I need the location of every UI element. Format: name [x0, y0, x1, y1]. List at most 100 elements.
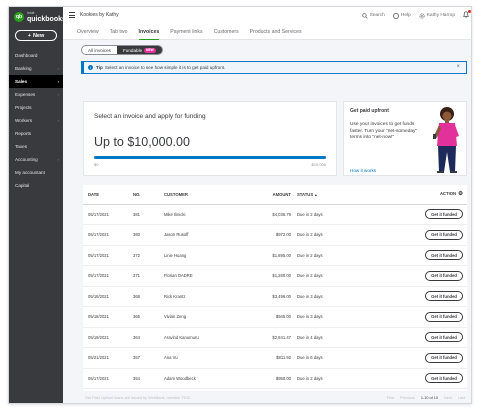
cell-no: 357: [133, 347, 164, 369]
new-badge: NEW: [144, 47, 156, 53]
notifications-button[interactable]: [462, 10, 471, 20]
help-icon: [392, 12, 399, 19]
sidebar-item-label: Reports: [15, 131, 32, 136]
all-invoices-chip[interactable]: All invoices: [82, 46, 117, 54]
cell-customer: Adam Woodbeck: [164, 368, 250, 389]
tab-invoices[interactable]: Invoices: [138, 24, 160, 40]
fundable-label: Fundable: [122, 47, 143, 53]
cell-status: Due in 6 days: [297, 347, 397, 369]
header-customer[interactable]: CUSTOMER: [164, 185, 250, 205]
search-button[interactable]: Search: [361, 12, 385, 19]
cell-action: Get it funded: [397, 204, 467, 225]
tab-tab-two[interactable]: Tab two: [109, 29, 128, 35]
sidebar-item-capital[interactable]: Capital: [9, 179, 63, 192]
new-button-label: New: [32, 32, 45, 39]
table-row[interactable]: 05/21/2021 357 Ana Vu $811.92 Due in 6 days G…: [83, 347, 467, 369]
get-it-funded-button[interactable]: Get it funded: [425, 311, 463, 322]
cell-no: 364: [133, 327, 164, 348]
close-icon[interactable]: ×: [456, 64, 460, 70]
get-it-funded-button[interactable]: Get it funded: [425, 291, 463, 302]
sidebar-item-label: Dashboard: [15, 53, 38, 58]
cell-customer: Jason Rusoff: [164, 224, 250, 246]
header-amount[interactable]: AMOUNT: [250, 185, 297, 205]
tab-overview[interactable]: Overview: [77, 29, 99, 35]
table-row[interactable]: 05/17/2021 372 Linie Huang $1,895.00 Due in …: [83, 245, 467, 266]
chevron-right-icon: ›: [57, 92, 59, 97]
upfront-text: Use your invoices to get funds faster. T…: [350, 122, 418, 140]
search-icon: [361, 12, 368, 19]
pager-first[interactable]: First: [386, 396, 395, 400]
cell-amount: $4,036.79: [250, 204, 297, 225]
hamburger-menu-icon[interactable]: [69, 12, 75, 18]
sidebar-item-projects[interactable]: Projects: [9, 101, 63, 114]
pager-previous[interactable]: Previous: [400, 396, 415, 400]
table-row[interactable]: 05/17/2021 380 Jason Rusoff $972.00 Due in 2…: [83, 224, 467, 246]
cell-action: Get it funded: [397, 245, 467, 266]
cell-no: 354: [133, 388, 164, 391]
new-button[interactable]: + New: [15, 30, 57, 41]
sidebar-item-reports[interactable]: Reports: [9, 127, 63, 140]
get-it-funded-button[interactable]: Get it funded: [425, 250, 463, 261]
cell-date: 05/17/2021: [83, 265, 133, 287]
how-it-works-link[interactable]: How it works: [350, 168, 377, 173]
table-row[interactable]: 05/17/2021 354 Adam Woodbeck $950.00 Due in …: [83, 368, 467, 389]
top-bar: Kookies by Kathy Search Help Kathy Harro…: [63, 7, 471, 24]
sidebar-item-workers[interactable]: Workers ›: [9, 114, 63, 127]
table-row[interactable]: 05/19/2021 364 Aravind Kanumuru $2,841.47 Du…: [83, 327, 467, 348]
sidebar-item-banking[interactable]: Banking ›: [9, 62, 63, 75]
upfront-title: Get paid upfront: [350, 108, 389, 114]
cell-action: Get it funded: [397, 388, 467, 391]
cell-customer: Aravind Kanumuru: [164, 327, 250, 348]
help-button[interactable]: Help: [392, 12, 411, 19]
header-date[interactable]: DATE: [83, 185, 133, 205]
table-row[interactable]: 05/18/2021 365 Vivian Zeng $945.00 Due in 3 …: [83, 306, 467, 328]
sidebar-item-accounting[interactable]: Accounting ›: [9, 153, 63, 166]
table-row[interactable]: 05/17/2021 371 Florian DADRE $1,260.00 Due i…: [83, 265, 467, 287]
cell-no: 365: [133, 306, 164, 328]
get-it-funded-button[interactable]: Get it funded: [425, 373, 463, 384]
pager-last[interactable]: Last: [457, 396, 465, 400]
sidebar-item-sales[interactable]: Sales ›: [9, 75, 63, 88]
get-it-funded-button[interactable]: Get it funded: [425, 332, 463, 343]
cell-no: 372: [133, 245, 164, 266]
chevron-right-icon: ›: [57, 66, 59, 71]
user-menu[interactable]: Kathy Harrop: [419, 12, 455, 19]
table-row[interactable]: 05/22/2021354Amanda Weber$1,052.55Due in…: [83, 388, 467, 391]
tab-customers[interactable]: Customers: [213, 29, 239, 35]
cell-customer: Linie Huang: [164, 245, 250, 266]
sidebar-item-dashboard[interactable]: Dashboard: [9, 49, 63, 62]
pager-next[interactable]: Next: [444, 396, 452, 400]
header-status[interactable]: STATUS▲: [297, 185, 397, 205]
table-row[interactable]: 05/18/2021 368 Rick Krantz $3,496.00 Due in …: [83, 286, 467, 307]
cell-date: 05/22/2021: [83, 388, 133, 391]
table-row[interactable]: 05/17/2021 381 Mike Ilinicki $4,036.79 Due i…: [83, 204, 467, 225]
sidebar-item-my-accountant[interactable]: My accountant: [9, 166, 63, 179]
sort-ascending-icon: ▲: [314, 192, 318, 197]
quickbooks-logo[interactable]: qb intuit quickbooks: [14, 11, 66, 23]
cell-no: 380: [133, 224, 164, 246]
get-it-funded-button[interactable]: Get it funded: [425, 270, 463, 281]
cell-customer: Ana Vu: [164, 347, 250, 369]
header-no[interactable]: NO.: [133, 185, 164, 205]
get-it-funded-button[interactable]: Get it funded: [425, 352, 463, 363]
table-settings-gear-icon[interactable]: ⚙: [458, 191, 463, 198]
sidebar-item-taxes[interactable]: Taxes: [9, 140, 63, 153]
company-name[interactable]: Kookies by Kathy: [80, 12, 119, 18]
funding-card: Select an invoice and apply for funding …: [83, 101, 337, 176]
sidebar-item-label: Taxes: [15, 144, 27, 149]
webbank-disclaimer: Get Paid Upfront loans are issued by Web…: [85, 396, 192, 400]
cell-no: 371: [133, 265, 164, 287]
tab-payment-links[interactable]: Payment links: [170, 29, 203, 35]
cell-status: Due in 7 days: [297, 388, 397, 391]
get-it-funded-button[interactable]: Get it funded: [425, 229, 463, 240]
quickbooks-logo-icon: qb: [14, 12, 24, 23]
get-it-funded-button[interactable]: Get it funded: [425, 209, 463, 220]
tab-products-and-services[interactable]: Products and Services: [249, 29, 302, 35]
header-action: ACTION ⚙: [397, 185, 467, 205]
cell-customer: Florian DADRE: [164, 265, 250, 287]
cell-customer: Amanda Weber: [164, 388, 250, 391]
cell-date: 05/18/2021: [83, 306, 133, 328]
sidebar-item-expenses[interactable]: Expenses ›: [9, 88, 63, 101]
cell-status: Due in 2 days: [297, 224, 397, 246]
fundable-chip[interactable]: Fundable NEW: [116, 46, 162, 54]
